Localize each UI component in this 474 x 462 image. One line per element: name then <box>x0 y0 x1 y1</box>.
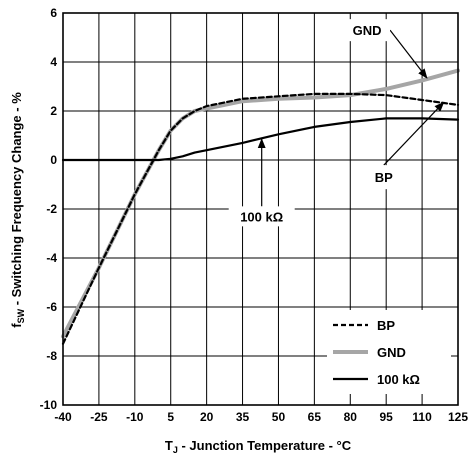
y-axis-title: fSW - Switching Frequency Change - % <box>9 92 26 328</box>
y-tick-label: 2 <box>50 104 57 118</box>
annotation-box-100-k <box>228 206 295 227</box>
x-tick-label: 50 <box>272 410 286 424</box>
annotation-label-bp: BP <box>375 170 393 185</box>
x-axis-title-rest: - Junction Temperature - °C <box>178 438 352 453</box>
x-axis-title: TJ - Junction Temperature - °C <box>165 438 352 455</box>
legend-label-gnd: GND <box>377 345 406 360</box>
annotation-layer: GND BP 100 kΩ <box>228 19 445 227</box>
x-axis-title-sub: J <box>173 445 178 455</box>
annotation-arrow-bp <box>383 101 445 166</box>
x-tick-label: -10 <box>126 410 144 424</box>
series-100-k-line <box>61 117 460 162</box>
legend: BP GND 100 kΩ <box>327 310 451 394</box>
y-tick-label: -8 <box>46 349 57 363</box>
legend-label-100-k: 100 kΩ <box>377 372 420 387</box>
y-tick-label: -10 <box>40 398 58 412</box>
plot-frame <box>62 12 459 406</box>
annotation-label-gnd: GND <box>353 23 382 38</box>
series-layer <box>61 68 460 345</box>
y-tick-label: 4 <box>50 55 57 69</box>
y-axis-title-main: f <box>9 323 24 328</box>
x-tick-label: 80 <box>344 410 358 424</box>
annotation-box-bp <box>364 165 403 190</box>
tick-labels: -40 -25 -10 5 20 35 50 65 80 95 110 125 -10 -8 -6 -4 -2 0… <box>40 6 469 424</box>
x-tick-label: 125 <box>448 410 468 424</box>
y-tick-label: -4 <box>46 251 57 265</box>
y-axis-title-sub: SW <box>16 308 26 323</box>
annotation-arrow-gnd <box>389 29 428 79</box>
x-tick-label: 5 <box>167 410 174 424</box>
series-gnd-line <box>61 68 460 339</box>
y-tick-label: 0 <box>50 153 57 167</box>
x-tick-label: 35 <box>236 410 250 424</box>
x-tick-label: -25 <box>90 410 108 424</box>
legend-label-bp: BP <box>377 318 395 333</box>
y-tick-label: 6 <box>50 6 57 20</box>
y-tick-label: -6 <box>46 300 57 314</box>
y-axis-title-rest: - Switching Frequency Change - % <box>9 92 24 309</box>
x-axis-title-main: T <box>165 438 173 453</box>
x-tick-label: 110 <box>412 410 432 424</box>
annotation-label-100-k: 100 kΩ <box>240 209 283 224</box>
x-tick-label: 95 <box>380 410 394 424</box>
annotation-box-gnd <box>344 19 391 42</box>
x-tick-label: 65 <box>308 410 322 424</box>
x-tick-label: -40 <box>54 410 72 424</box>
x-tick-label: 20 <box>200 410 214 424</box>
y-tick-label: -2 <box>46 202 57 216</box>
series-bp-line <box>61 92 460 345</box>
